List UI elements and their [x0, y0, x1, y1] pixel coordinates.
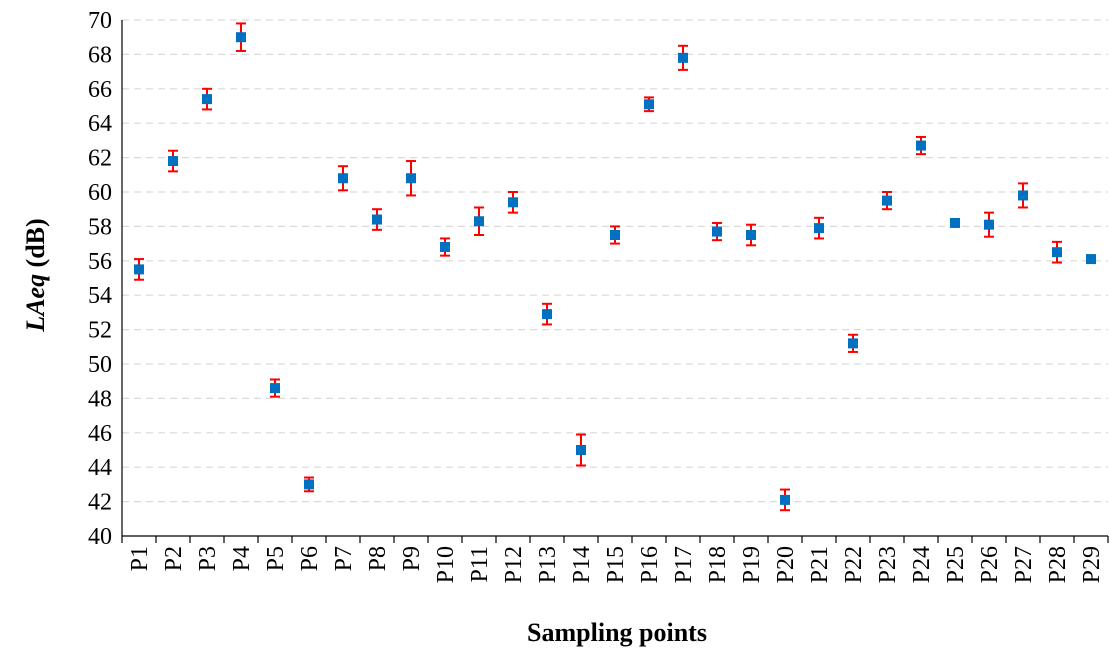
y-tick-label: 42	[88, 490, 112, 516]
axes	[121, 20, 1109, 543]
data-point-p2	[168, 156, 178, 167]
data-point-p10	[440, 242, 450, 253]
data-point-p17	[678, 52, 688, 63]
y-axis-title: LAeq (dB)	[21, 218, 50, 332]
x-tick-label: P22	[841, 546, 867, 583]
data-point-p8	[372, 214, 382, 225]
y-tick-label: 64	[88, 111, 112, 137]
data-point-p19	[746, 230, 756, 240]
y-axis-ticks: 40 42 44 46 48 50 52 54 56 58 60 62 64 66 68 70	[88, 8, 112, 550]
y-tick-label: 44	[88, 455, 112, 481]
data-point-p13	[542, 309, 552, 320]
y-tick-label: 50	[88, 352, 112, 378]
error-bars	[134, 22, 1096, 512]
data-point-p23	[882, 195, 892, 206]
x-tick-label: P26	[977, 546, 1003, 583]
y-tick-label: 68	[88, 42, 112, 68]
y-tick-label: 40	[88, 524, 112, 550]
y-axis-title-italic: LAeq	[21, 274, 50, 333]
data-markers	[134, 32, 1096, 505]
x-tick-label: P3	[195, 546, 221, 571]
data-point-p25	[950, 217, 960, 228]
x-tick-label: P17	[671, 546, 697, 583]
y-tick-label: 52	[88, 318, 112, 344]
data-point-p24	[916, 140, 926, 151]
data-point-p3	[202, 94, 212, 105]
data-point-p21	[814, 223, 824, 234]
data-point-p16	[644, 99, 654, 110]
y-tick-label: 70	[88, 8, 112, 34]
x-tick-label: P20	[773, 546, 799, 583]
x-tick-label: P5	[263, 546, 289, 571]
data-point-p7	[338, 173, 348, 184]
data-point-p15	[610, 230, 620, 240]
gridlines	[122, 19, 1108, 503]
y-axis-title-unit: (dB)	[21, 218, 50, 274]
data-point-p18	[712, 226, 722, 237]
x-axis-ticks: P1 P2 P3 P4 P5 P6 P7 P8 P9 P10 P11 P12 P13 P14 P15 P16 P…	[127, 546, 1105, 583]
data-point-p20	[780, 494, 790, 505]
x-tick-label: P28	[1045, 546, 1071, 583]
data-point-p1	[134, 264, 144, 275]
x-tick-label: P9	[399, 546, 425, 571]
data-point-p29	[1086, 254, 1096, 265]
data-point-p11	[474, 216, 484, 227]
x-tick-label: P25	[943, 546, 969, 583]
data-point-p28	[1052, 247, 1062, 258]
x-tick-label: P6	[297, 546, 323, 571]
data-point-p4	[236, 32, 246, 43]
x-tick-label: P14	[569, 546, 595, 583]
x-tick-label: P4	[229, 546, 255, 571]
y-tick-label: 60	[88, 180, 112, 206]
x-tick-label: P16	[637, 546, 663, 583]
data-point-p26	[984, 219, 994, 230]
y-tick-label: 58	[88, 214, 112, 240]
x-tick-label: P18	[705, 546, 731, 583]
x-tick-label: P10	[433, 546, 459, 583]
data-point-p14	[576, 445, 586, 455]
x-tick-label: P1	[127, 546, 153, 571]
x-tick-label: P24	[909, 546, 935, 583]
x-tick-label: P15	[603, 546, 629, 583]
x-tick-label: P2	[161, 546, 187, 571]
y-tick-label: 54	[88, 283, 112, 309]
data-point-p6	[304, 479, 314, 490]
y-tick-label: 62	[88, 146, 112, 172]
y-tick-label: 56	[88, 249, 112, 275]
data-point-p22	[848, 338, 858, 349]
x-tick-label: P19	[739, 546, 765, 583]
x-tick-label: P7	[331, 546, 357, 571]
data-point-p12	[508, 197, 518, 208]
data-point-p27	[1018, 190, 1028, 201]
data-point-p5	[270, 383, 280, 394]
x-tick-label: P12	[501, 546, 527, 583]
x-tick-label: P13	[535, 546, 561, 583]
x-tick-label: P23	[875, 546, 901, 583]
x-tick-label: P27	[1011, 546, 1037, 583]
x-tick-label: P29	[1079, 546, 1105, 583]
data-point-p9	[406, 173, 416, 184]
x-tick-label: P8	[365, 546, 391, 571]
x-tick-label: P21	[807, 546, 833, 583]
x-axis-title: Sampling points	[527, 618, 707, 647]
y-tick-label: 46	[88, 421, 112, 447]
y-tick-label: 48	[88, 386, 112, 412]
y-tick-label: 66	[88, 77, 112, 103]
x-tick-label: P11	[467, 546, 493, 582]
